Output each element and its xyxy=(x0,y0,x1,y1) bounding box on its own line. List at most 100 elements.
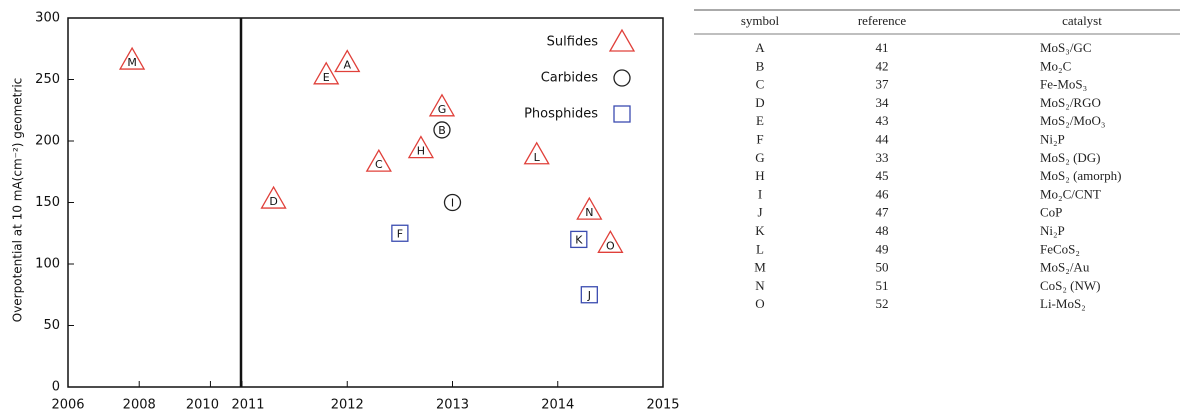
table-cell: Fe-MoS₃ xyxy=(1040,77,1087,92)
table-cell: J xyxy=(757,205,762,220)
y-axis-label: Overpotential at 10 mA(cm⁻²) geometric xyxy=(11,78,25,323)
marker xyxy=(118,46,146,70)
point-label: B xyxy=(438,124,446,137)
point-label: I xyxy=(451,197,454,210)
y-tick-label: 150 xyxy=(35,195,60,210)
y-tick-label: 200 xyxy=(35,134,60,149)
table-cell: FeCoS₂ xyxy=(1040,241,1080,256)
x-tick-label: 2015 xyxy=(646,398,679,413)
x-tick-label: 2008 xyxy=(123,398,156,413)
table-cell: 50 xyxy=(876,260,889,275)
marker xyxy=(608,28,636,52)
legend-label: Phosphides xyxy=(524,107,598,122)
marker xyxy=(597,230,624,253)
marker xyxy=(613,69,631,87)
table-cell: C xyxy=(756,77,765,92)
marker xyxy=(391,224,409,242)
table-cell: MoS₂/MoO₃ xyxy=(1040,113,1105,128)
y-tick-label: 100 xyxy=(35,257,60,272)
point-label: F xyxy=(397,227,403,240)
table-cell: 51 xyxy=(876,278,889,293)
table-cell: 46 xyxy=(876,186,890,201)
point-label: J xyxy=(587,289,591,302)
marker xyxy=(523,141,550,165)
point-label: O xyxy=(606,239,615,252)
x-tick-label: 2006 xyxy=(51,398,84,413)
table-cell: MoS₂/Au xyxy=(1040,260,1090,275)
table-cell: 52 xyxy=(876,296,889,311)
table-cell: M xyxy=(754,260,766,275)
table-cell: O xyxy=(755,296,764,311)
table-cell: MoS₂ (amorph) xyxy=(1040,168,1121,183)
table-cell: Li-MoS₂ xyxy=(1040,296,1086,311)
table-cell: 45 xyxy=(876,168,889,183)
legend-label: Sulfides xyxy=(547,35,599,50)
point-label: N xyxy=(585,206,593,219)
table-cell: Mo₂C/CNT xyxy=(1040,186,1101,201)
table-cell: E xyxy=(756,113,764,128)
table-cell: MoS₃/GC xyxy=(1040,40,1092,55)
y-tick-label: 0 xyxy=(52,380,60,395)
marker xyxy=(365,148,392,172)
y-tick-label: 50 xyxy=(43,318,60,333)
marker xyxy=(260,185,287,209)
column-header: reference xyxy=(858,13,907,28)
table-cell: L xyxy=(756,241,764,256)
table-cell: N xyxy=(755,278,765,293)
table-cell: 33 xyxy=(876,150,889,165)
column-header: symbol xyxy=(741,13,780,28)
table-cell: Ni₂P xyxy=(1040,223,1065,238)
table-cell: F xyxy=(756,131,763,146)
point-label: E xyxy=(323,71,330,84)
table-cell: 42 xyxy=(876,58,889,73)
marker xyxy=(428,93,456,117)
table-cell: CoP xyxy=(1040,205,1062,220)
point-label: L xyxy=(534,151,541,164)
x-tick-label: 2013 xyxy=(436,398,469,413)
table-cell: H xyxy=(755,168,764,183)
table-cell: 43 xyxy=(876,113,889,128)
table-cell: Ni₂P xyxy=(1040,131,1065,146)
table-cell: 37 xyxy=(876,77,890,92)
marker xyxy=(613,105,631,123)
point-label: D xyxy=(269,195,277,208)
table-cell: 34 xyxy=(876,95,890,110)
marker xyxy=(313,61,340,85)
marker xyxy=(443,193,462,212)
point-label: K xyxy=(575,233,583,246)
table-cell: G xyxy=(755,150,764,165)
table-cell: 48 xyxy=(876,223,889,238)
marker xyxy=(433,121,451,139)
table-cell: 41 xyxy=(876,40,889,55)
legend-label: Carbides xyxy=(541,71,599,86)
marker xyxy=(580,286,598,304)
marker xyxy=(570,230,588,249)
point-label: H xyxy=(417,145,425,158)
table-cell: CoS₂ (NW) xyxy=(1040,278,1101,293)
y-tick-label: 250 xyxy=(35,72,60,87)
point-label: G xyxy=(438,103,447,116)
table-cell: D xyxy=(755,95,764,110)
table-cell: B xyxy=(756,58,765,73)
marker xyxy=(576,196,603,220)
marker xyxy=(407,135,435,159)
x-tick-label: 2012 xyxy=(331,398,364,413)
point-label: C xyxy=(375,158,383,171)
chart: Overpotential at 10 mA(cm⁻²) geometric 0… xyxy=(11,11,680,413)
x-tick-label: 2010 xyxy=(186,398,219,413)
table-cell: I xyxy=(758,186,762,201)
table-cell: 44 xyxy=(876,131,890,146)
table-cell: K xyxy=(755,223,765,238)
table-cell: Mo₂C xyxy=(1040,58,1071,73)
point-label: A xyxy=(343,59,351,72)
table-cell: MoS₂ (DG) xyxy=(1040,150,1101,165)
column-header: catalyst xyxy=(1062,13,1102,28)
x-tick-label: 2014 xyxy=(541,398,574,413)
table-cell: A xyxy=(755,40,765,55)
marker xyxy=(334,49,361,73)
point-label: M xyxy=(127,56,137,69)
table-cell: MoS₂/RGO xyxy=(1040,95,1101,110)
x-tick-label: 2011 xyxy=(231,398,264,413)
table-cell: 49 xyxy=(876,241,889,256)
